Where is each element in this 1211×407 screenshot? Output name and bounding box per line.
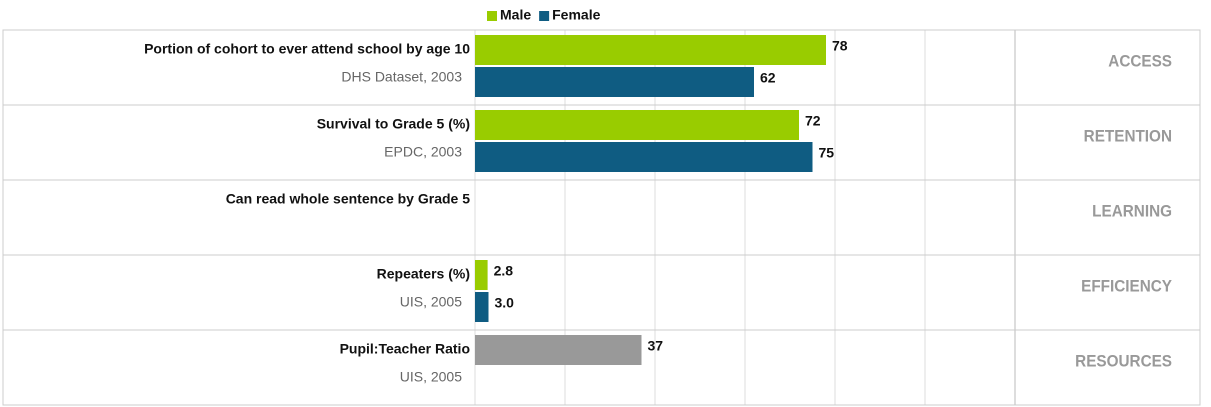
legend-swatch (487, 11, 497, 21)
source-label: UIS, 2005 (400, 369, 462, 385)
legend-swatch (539, 11, 550, 21)
value-label: 75 (819, 145, 835, 161)
legend-label: Male (500, 7, 531, 23)
section-label: EFFICIENCY (1081, 277, 1172, 296)
source-label: UIS, 2005 (400, 294, 462, 310)
bar (475, 335, 642, 365)
value-label: 72 (805, 113, 821, 129)
category-label: Portion of cohort to ever attend school … (144, 41, 470, 57)
section-label: LEARNING (1092, 202, 1172, 221)
category-label: Survival to Grade 5 (%) (317, 116, 470, 132)
bar (475, 142, 813, 172)
value-label: 62 (760, 70, 776, 86)
value-label: 78 (832, 38, 848, 54)
category-label: Can read whole sentence by Grade 5 (226, 191, 471, 207)
bar (475, 110, 799, 140)
section-label: RESOURCES (1075, 352, 1172, 371)
category-label: Repeaters (%) (377, 266, 470, 282)
bar (475, 67, 754, 97)
category-label: Pupil:Teacher Ratio (340, 341, 470, 357)
source-label: EPDC, 2003 (384, 144, 462, 160)
source-label: DHS Dataset, 2003 (341, 69, 462, 85)
value-label: 2.8 (494, 263, 514, 279)
section-label: ACCESS (1108, 52, 1172, 71)
legend-label: Female (552, 7, 600, 23)
bar (475, 292, 489, 322)
value-label: 37 (648, 338, 664, 354)
bar (475, 260, 488, 290)
frame (2, 29, 1201, 406)
bar (475, 35, 826, 65)
value-label: 3.0 (495, 295, 515, 311)
section-label: RETENTION (1084, 127, 1172, 146)
